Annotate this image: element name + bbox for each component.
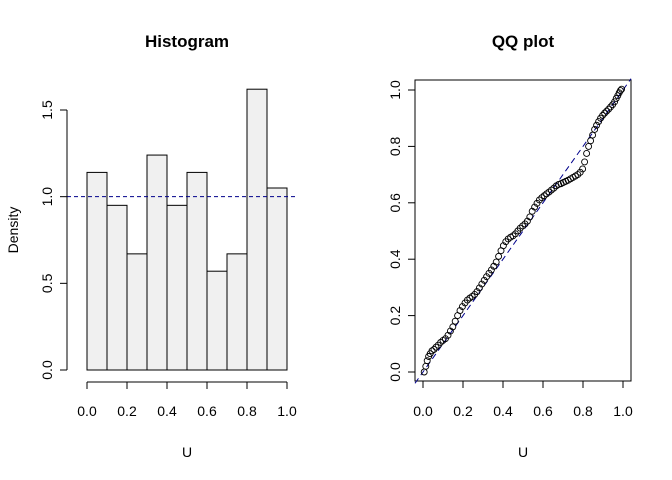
qq-plot-point bbox=[509, 232, 517, 240]
qq-plot-x-axis: 0.0 0.2 0.4 0.6 0.8 1.0 bbox=[413, 381, 633, 419]
qq-plot-point bbox=[618, 85, 626, 93]
qq-plot-point bbox=[593, 121, 601, 129]
qq-plot-panel: QQ plot 0.00.20.40.60.81.0 0.0 0.2 0.4 0.6 0… bbox=[387, 32, 633, 460]
histogram-x-tick-label: 0.8 bbox=[237, 403, 257, 419]
histogram-bar bbox=[266, 187, 288, 371]
qq-plot-point bbox=[587, 137, 595, 145]
qq-plot-point bbox=[601, 109, 609, 117]
qq-plot-point bbox=[585, 142, 593, 150]
qq-plot-y-tick-label: 0.2 bbox=[387, 306, 403, 326]
qq-plot-point bbox=[607, 103, 615, 111]
qq-plot-point bbox=[535, 196, 543, 204]
qq-plot-point bbox=[538, 194, 546, 202]
qq-plot-reference-line bbox=[414, 78, 632, 384]
histogram-x-tick-label: 0.2 bbox=[117, 403, 137, 419]
qq-plot-point bbox=[583, 149, 591, 157]
histogram-bar bbox=[206, 270, 228, 371]
histogram-bar bbox=[106, 204, 128, 371]
histogram-x-tick-label: 0.4 bbox=[157, 403, 177, 419]
histogram-x-axis-label: U bbox=[182, 444, 192, 460]
qq-plot-point bbox=[430, 345, 438, 353]
qq-plot-point bbox=[545, 188, 553, 196]
qq-plot-y-tick-label: 0.0 bbox=[387, 362, 403, 382]
qq-plot-point bbox=[487, 266, 495, 274]
qq-plot-point bbox=[574, 171, 582, 179]
qq-plot-point bbox=[540, 192, 548, 200]
qq-plot-point bbox=[480, 276, 488, 284]
histogram-y-axis-label: Density bbox=[5, 207, 21, 254]
qq-plot-point bbox=[432, 343, 440, 351]
qq-plot-x-tick-label: 1.0 bbox=[613, 403, 633, 419]
qq-plot-point bbox=[437, 338, 445, 346]
histogram-bars bbox=[86, 88, 288, 371]
qq-plot-y-tick-label: 0.8 bbox=[387, 136, 403, 156]
qq-plot-point bbox=[616, 87, 624, 95]
qq-plot-point bbox=[456, 307, 464, 314]
qq-plot-point bbox=[423, 357, 431, 365]
qq-plot-point bbox=[422, 362, 430, 370]
qq-plot-point bbox=[473, 288, 481, 296]
qq-plot-point bbox=[605, 105, 613, 113]
histogram-bar bbox=[86, 171, 108, 371]
qq-plot-point bbox=[499, 242, 507, 250]
qq-plot-point bbox=[591, 126, 599, 133]
qq-plot-point bbox=[531, 203, 539, 211]
histogram-bar bbox=[246, 88, 268, 371]
qq-plot-point bbox=[428, 347, 436, 355]
qq-plot-x-tick-label: 0.6 bbox=[533, 403, 553, 419]
histogram-y-axis: 0.0 0.5 1.0 1.5 bbox=[39, 100, 68, 380]
histogram-x-tick-label: 0.0 bbox=[77, 403, 97, 419]
qq-plot-y-axis: 0.0 0.2 0.4 0.6 0.8 1.0 bbox=[387, 80, 415, 382]
qq-plot-point bbox=[526, 213, 534, 221]
qq-plot-point bbox=[468, 292, 476, 300]
qq-plot-point bbox=[550, 184, 558, 192]
histogram-y-tick-label: 1.5 bbox=[39, 100, 55, 120]
qq-plot-y-tick-label: 0.6 bbox=[387, 193, 403, 213]
histogram-x-tick-label: 1.0 bbox=[277, 403, 297, 419]
qq-plot-point bbox=[603, 107, 611, 115]
qq-plot-point bbox=[611, 98, 619, 106]
qq-plot-point bbox=[492, 258, 500, 266]
qq-plot-point bbox=[599, 111, 607, 119]
qq-plot-x-axis-label: U bbox=[518, 444, 528, 460]
histogram-title: Histogram bbox=[145, 32, 229, 51]
histogram-bar bbox=[166, 204, 188, 371]
qq-plot-points bbox=[420, 85, 626, 376]
histogram-bar bbox=[186, 171, 208, 371]
histogram-panel: Histogram 0.0 0.5 1.0 1.5 0.0 0.2 0.4 0.6 0.8 1.… bbox=[5, 32, 297, 460]
qq-plot-point bbox=[579, 165, 587, 173]
qq-plot-point bbox=[495, 252, 503, 260]
qq-plot-x-tick-label: 0.0 bbox=[413, 403, 433, 419]
qq-plot-x-tick-label: 0.8 bbox=[573, 403, 593, 419]
qq-plot-point bbox=[547, 186, 555, 194]
qq-plot-point bbox=[475, 284, 483, 292]
qq-plot-x-tick-label: 0.4 bbox=[493, 403, 513, 419]
histogram-bar bbox=[126, 253, 148, 371]
qq-plot-title: QQ plot bbox=[492, 32, 555, 51]
histogram-y-tick-label: 0.5 bbox=[39, 273, 55, 293]
qq-plot-point bbox=[478, 280, 486, 288]
qq-plot-y-tick-label: 1.0 bbox=[387, 80, 403, 100]
histogram-bar bbox=[226, 253, 248, 371]
qq-plot-point bbox=[581, 158, 589, 166]
histogram-x-axis: 0.0 0.2 0.4 0.6 0.8 1.0 bbox=[77, 381, 297, 419]
qq-plot-point bbox=[516, 224, 524, 232]
qq-plot-point bbox=[463, 296, 471, 304]
histogram-y-tick-label: 1.0 bbox=[39, 187, 55, 207]
qq-plot-frame bbox=[414, 79, 632, 382]
qq-plot-x-tick-label: 0.2 bbox=[453, 403, 473, 419]
histogram-y-tick-label: 0.0 bbox=[39, 360, 55, 380]
qq-plot-point bbox=[451, 317, 459, 325]
histogram-x-tick-label: 0.6 bbox=[197, 403, 217, 419]
qq-plot-point bbox=[420, 368, 428, 376]
qq-plot-point bbox=[519, 222, 527, 230]
histogram-bar bbox=[146, 154, 168, 371]
qq-plot-point bbox=[595, 118, 603, 126]
qq-plot-y-tick-label: 0.4 bbox=[387, 249, 403, 269]
qq-plot-point bbox=[449, 323, 457, 331]
